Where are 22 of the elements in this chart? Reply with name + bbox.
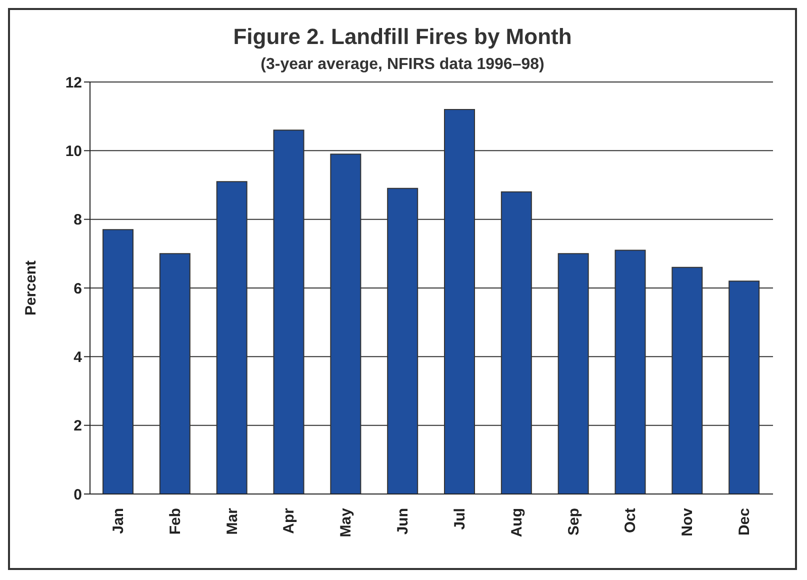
y-tick-label: 4 [74,348,83,366]
x-tick-label: Dec [736,508,754,536]
x-tick-label: Jul [451,508,468,530]
x-tick-label: Aug [508,508,526,538]
chart-subtitle: (3-year average, NFIRS data 1996–98) [260,56,546,74]
chart-title: Figure 2. Landfill Fires by Month [232,24,573,50]
x-tick-label: May [338,507,355,538]
y-tick-label: 6 [74,280,82,298]
y-axis-title: Percent [22,260,40,316]
y-tick-label: 0 [74,486,82,504]
y-tick-label: 10 [65,142,82,160]
x-tick-label: Feb [166,508,184,535]
x-tick-label: Mar [224,508,241,535]
x-tick-label: Nov [679,507,696,536]
x-tick-label: Apr [280,508,298,534]
y-tick-label: 8 [74,212,82,229]
y-tick-label: 2 [74,418,82,435]
x-tick-label: Oct [622,508,640,534]
x-tick-label: Jan [110,508,127,534]
y-tick-label: 12 [65,74,82,92]
x-tick-label: Jun [394,508,412,535]
x-tick-label: Sep [565,508,582,536]
